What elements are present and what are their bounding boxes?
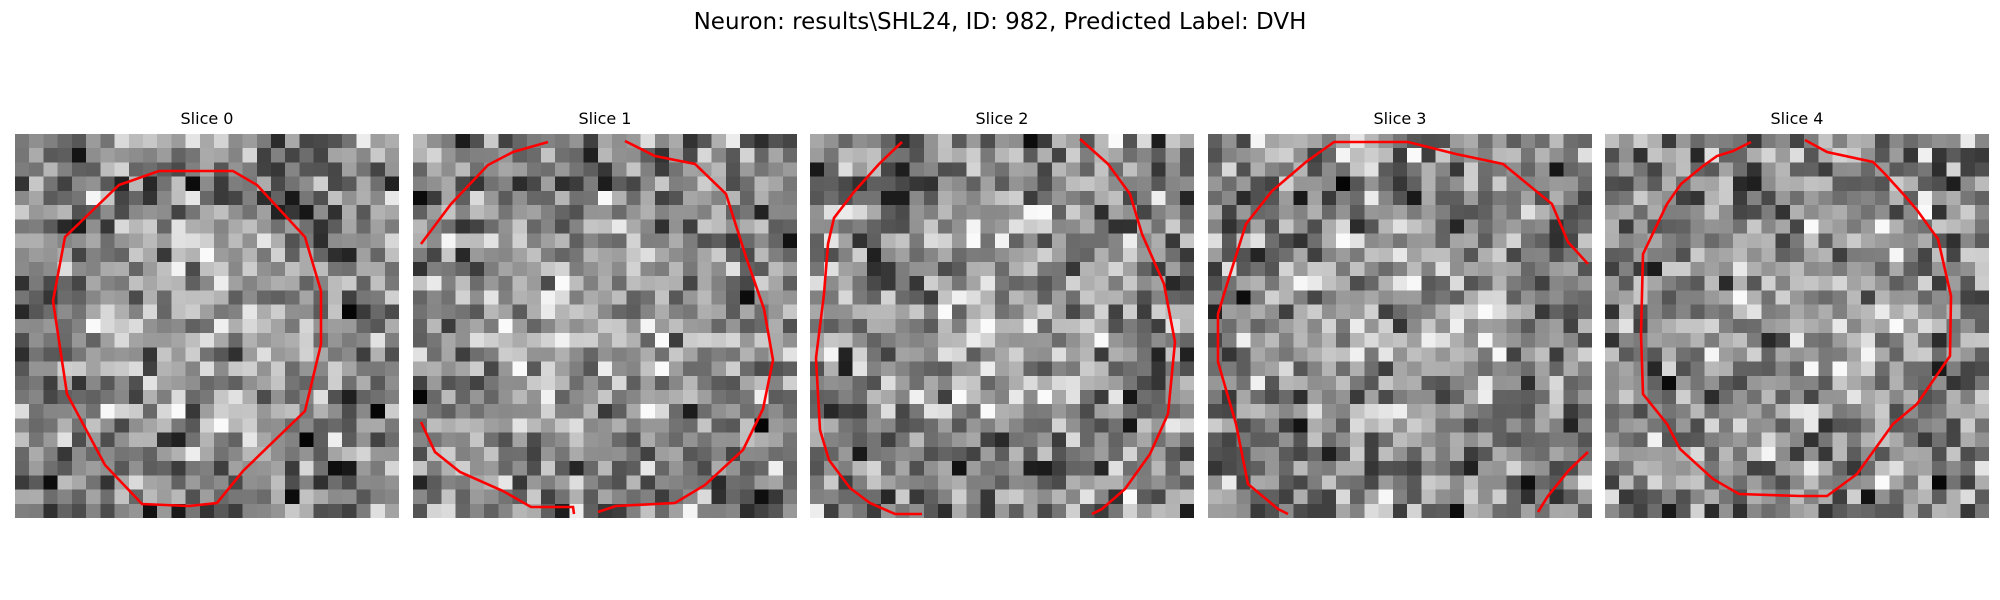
slice-4-title: Slice 4 [1770,109,1824,128]
slice-2-title: Slice 2 [975,109,1029,128]
segmentation-contour [419,140,549,245]
segmentation-contour [1216,140,1589,516]
segmentation-contour [1639,138,1953,498]
figure-title: Neuron: results\SHL24, ID: 982, Predicte… [693,9,1307,35]
slice-4-image [1605,134,1989,518]
segmentation-contour [1536,451,1589,513]
segmentation-contour [814,141,922,516]
segmentation-contour [51,169,323,508]
segmentation-contour [597,139,775,514]
slice-3-title: Slice 3 [1373,109,1427,128]
slice-0-image [15,134,399,518]
segmentation-contour [419,421,576,515]
segmentation-contour [1079,138,1177,516]
slice-3-image [1208,134,1592,518]
slice-0-title: Slice 0 [180,109,234,128]
slice-1-title: Slice 1 [578,109,632,128]
slice-1-image [413,134,797,518]
slice-2-image [810,134,1194,518]
